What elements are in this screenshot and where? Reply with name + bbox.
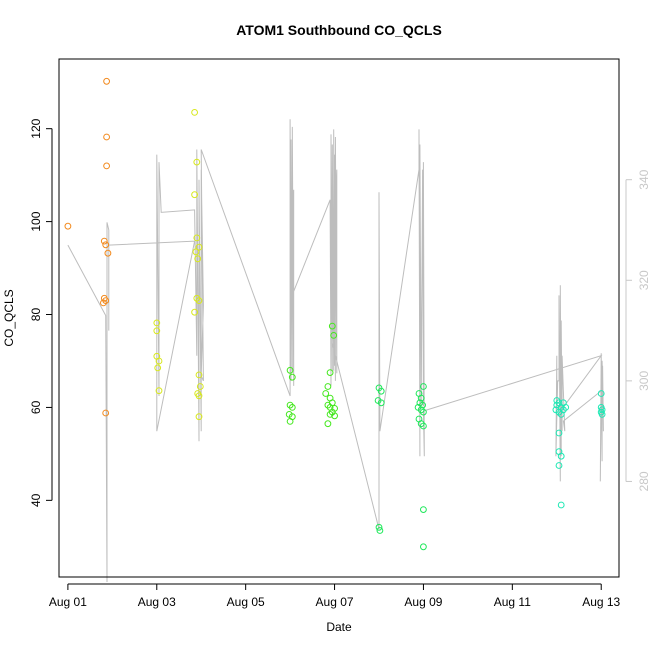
data-point-group-2	[195, 243, 203, 251]
x-tick-label: Aug 13	[582, 595, 620, 609]
data-point-group-2	[193, 294, 201, 302]
data-point-group-3	[330, 332, 338, 339]
data-point-group-3	[286, 418, 294, 425]
data-point-group-4	[420, 543, 427, 551]
data-point-group-5	[557, 452, 565, 460]
data-point-group-3	[331, 412, 339, 420]
x-axis: Aug 01 Aug 03 Aug 05 Aug 07 Aug 09 Aug 11 Aug …	[49, 583, 621, 609]
data-point-group-4	[377, 399, 385, 407]
data-point-group-2	[195, 413, 203, 421]
data-point-group-2	[195, 392, 203, 400]
data-point-group-3	[328, 322, 336, 330]
data-point-group-1	[103, 77, 110, 85]
data-point-group-3	[324, 383, 332, 390]
data-point-group-4	[377, 387, 385, 395]
data-point-group-4	[376, 527, 384, 534]
data-point-group-1	[64, 222, 72, 230]
data-point-group-2	[194, 255, 202, 263]
data-point-group-5	[555, 429, 563, 437]
data-point-group-4	[417, 420, 425, 428]
y-tick-label: 60	[29, 400, 43, 414]
data-point-group-3	[286, 401, 294, 409]
y-tick-label: 40	[29, 493, 43, 507]
plot-area	[58, 58, 620, 583]
data-point-group-1	[104, 249, 112, 257]
y-tick-label: 120	[29, 118, 43, 138]
data-point-group-2	[191, 308, 199, 316]
y-tick-label: 80	[29, 308, 43, 322]
x-tick-label: Aug 05	[227, 595, 265, 609]
data-point-group-2	[191, 109, 199, 116]
data-point-group-3	[288, 404, 296, 411]
data-point-group-1	[100, 299, 107, 307]
secondary-y-axis: 280 300 320 340	[625, 169, 650, 491]
data-point-group-2	[154, 364, 162, 372]
data-point-group-1	[103, 133, 110, 141]
data-point-group-4	[417, 394, 425, 402]
data-point-group-1	[100, 237, 108, 245]
data-point-group-3	[324, 420, 332, 428]
x-tick-label: Aug 09	[404, 595, 442, 609]
data-point-group-5	[553, 397, 561, 404]
secondary-y-tick-label: 340	[637, 169, 650, 189]
secondary-y-tick-label: 280	[637, 471, 650, 491]
data-point-group-5	[557, 501, 565, 509]
data-point-group-3	[288, 373, 296, 381]
x-tick-label: Aug 03	[138, 595, 176, 609]
data-point-group-4	[420, 408, 427, 416]
chart-title: ATOM1 Southbound CO_QCLS	[236, 22, 442, 38]
data-point-group-1	[102, 297, 110, 305]
data-point-group-4	[375, 523, 383, 531]
data-point-group-5	[560, 406, 567, 414]
data-point-group-4	[420, 506, 427, 514]
data-point-group-4	[420, 422, 427, 430]
x-tick-label: Aug 07	[316, 595, 354, 609]
x-tick-label: Aug 01	[49, 595, 87, 609]
y-axis-label: CO_QCLS	[2, 289, 16, 346]
y-axis: 40 60 80 100 120	[29, 118, 53, 507]
data-point-group-3	[328, 408, 336, 416]
data-point-group-2	[195, 371, 203, 379]
data-point-group-1	[103, 162, 110, 170]
data-point-group-2	[193, 234, 201, 242]
data-point-group-3	[326, 411, 334, 418]
secondary-series-line	[67, 119, 604, 583]
data-point-group-2	[153, 327, 161, 335]
y-tick-label: 100	[29, 211, 43, 231]
secondary-y-tick-label: 320	[637, 270, 650, 290]
data-point-group-2	[155, 357, 163, 365]
x-axis-label: Date	[326, 620, 352, 634]
data-point-group-3	[326, 369, 334, 377]
plot-frame	[58, 58, 620, 578]
data-point-group-3	[322, 390, 330, 397]
data-point-group-2	[196, 383, 204, 390]
data-point-group-2	[192, 248, 200, 256]
data-point-group-3	[286, 366, 294, 374]
data-point-group-2	[195, 297, 203, 305]
data-point-group-1	[102, 409, 110, 417]
data-point-group-3	[331, 405, 339, 412]
data-point-group-5	[598, 411, 606, 418]
data-point-group-2	[153, 319, 161, 327]
data-point-group-1	[102, 241, 110, 249]
data-point-group-2	[155, 387, 163, 395]
secondary-y-tick-label: 300	[637, 371, 650, 391]
x-tick-label: Aug 11	[494, 595, 531, 609]
data-point-group-2	[191, 191, 199, 199]
data-point-group-2	[193, 158, 201, 166]
data-point-group-3	[324, 401, 332, 409]
data-point-group-4	[420, 383, 427, 390]
data-point-group-5	[597, 390, 605, 397]
data-point-group-5	[555, 462, 563, 469]
data-point-group-4	[417, 406, 425, 414]
